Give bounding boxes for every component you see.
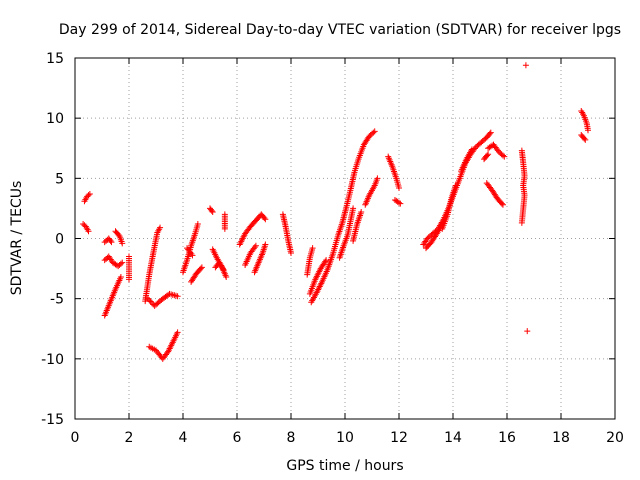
data-point <box>108 239 115 246</box>
data-point <box>107 237 114 244</box>
data-point <box>117 274 124 281</box>
tick-layer: 0 2 4 6 8 10 12 14 16 18 20 -15 -10 -5 0 5 10 15 <box>41 51 624 446</box>
data-point <box>126 276 132 283</box>
data-point <box>397 200 404 207</box>
data-point <box>144 295 151 302</box>
data-point <box>499 152 506 159</box>
data-point <box>396 199 402 206</box>
x-tick-label: 0 <box>71 430 80 446</box>
x-axis-label: GPS time / hours <box>286 458 403 474</box>
data-point <box>262 216 269 223</box>
data-point <box>148 299 155 306</box>
y-tick-label: 0 <box>55 232 64 248</box>
data-point <box>252 242 259 249</box>
data-point <box>370 129 377 136</box>
data-point <box>350 205 357 212</box>
data-point <box>220 266 227 273</box>
y-axis-label: SDTVAR / TECUs <box>9 181 25 296</box>
y-tick-label: -5 <box>50 292 64 308</box>
data-point <box>522 62 529 69</box>
data-point <box>197 265 204 272</box>
data-point <box>209 209 216 216</box>
plot-frame <box>74 57 616 420</box>
data-point <box>117 260 124 267</box>
data-point <box>499 201 506 208</box>
x-tick-label: 10 <box>336 430 354 446</box>
data-point <box>219 265 226 272</box>
chart-title: Day 299 of 2014, Sidereal Day-to-day VTE… <box>59 22 621 38</box>
data-point <box>189 252 196 259</box>
data-point <box>486 130 493 137</box>
x-tick-label: 18 <box>552 430 570 446</box>
data-point <box>323 257 330 264</box>
x-tick-label: 6 <box>233 430 242 446</box>
x-tick-label: 20 <box>606 430 624 446</box>
y-tick-label: -10 <box>41 352 64 368</box>
y-tick-label: 15 <box>46 51 64 67</box>
data-point <box>309 245 316 252</box>
data-point <box>396 184 402 191</box>
y-tick-label: 10 <box>46 111 64 127</box>
data-point <box>208 207 215 214</box>
x-tick-label: 12 <box>390 430 408 446</box>
data-point <box>374 175 381 182</box>
y-tick-label: -15 <box>41 412 64 428</box>
data-point <box>468 146 475 153</box>
data-point <box>487 129 494 136</box>
x-tick-label: 4 <box>179 430 188 446</box>
data-point <box>585 127 591 134</box>
data-point <box>198 264 205 271</box>
data-point <box>188 250 195 257</box>
data-point <box>223 274 230 281</box>
data-point <box>85 228 92 235</box>
data-point <box>119 240 126 247</box>
data-point <box>358 209 365 216</box>
data-point <box>251 244 258 251</box>
data-point <box>261 215 268 222</box>
data-point <box>146 297 153 304</box>
data-point <box>85 192 92 199</box>
data-point <box>518 219 525 226</box>
data-point <box>115 231 122 238</box>
data-points <box>80 62 591 362</box>
data-point <box>322 258 329 265</box>
data-point <box>501 153 508 160</box>
data-point <box>485 151 492 158</box>
data-point <box>221 225 228 232</box>
data-point <box>157 224 164 231</box>
data-point <box>452 182 459 189</box>
data-point <box>288 249 294 256</box>
data-point <box>194 221 201 228</box>
x-tick-label: 16 <box>498 430 516 446</box>
data-point <box>262 241 269 248</box>
data-point <box>147 298 154 305</box>
data-point <box>582 136 589 143</box>
data-point <box>371 128 378 135</box>
x-tick-label: 2 <box>125 430 134 446</box>
data-point <box>432 232 439 239</box>
data-point <box>498 200 505 207</box>
x-tick-label: 14 <box>444 430 462 446</box>
data-point <box>524 328 531 335</box>
x-tick-label: 8 <box>287 430 296 446</box>
data-point <box>484 152 491 159</box>
data-point <box>174 293 181 300</box>
data-point <box>86 190 93 197</box>
data-point <box>581 135 588 142</box>
data-point <box>174 329 181 336</box>
data-point <box>119 259 126 266</box>
y-tick-label: 5 <box>55 171 64 187</box>
